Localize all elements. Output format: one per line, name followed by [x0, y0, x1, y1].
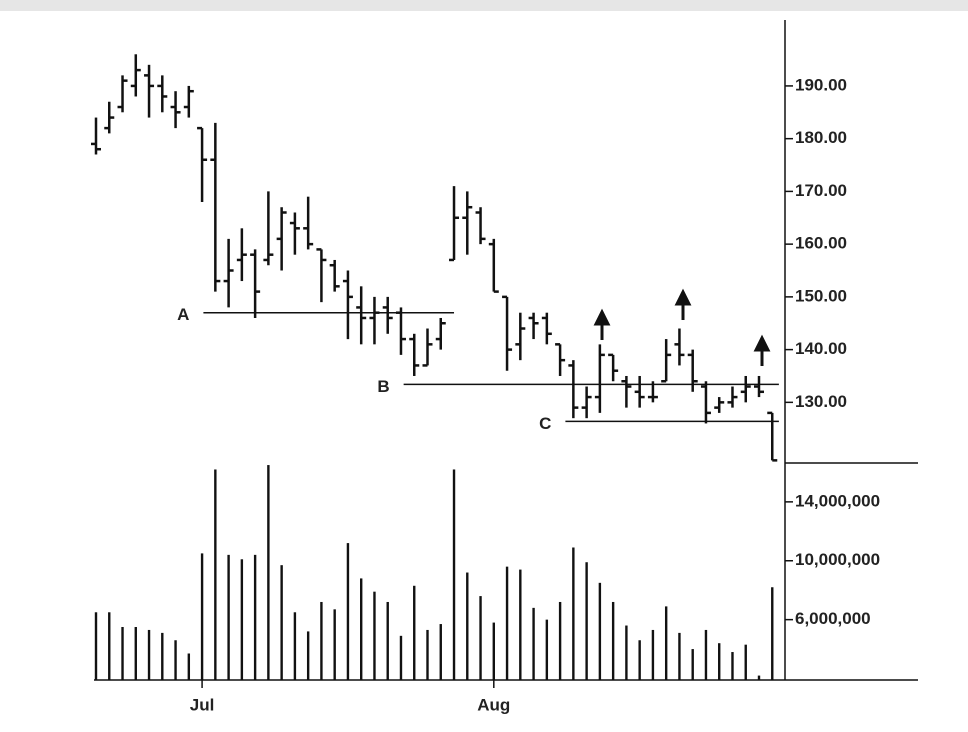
top-strip — [0, 0, 968, 11]
volume-bar — [439, 624, 442, 680]
volume-bar — [253, 554, 257, 680]
volume-bar — [108, 612, 111, 680]
volume-bar — [704, 629, 708, 680]
level-label: C — [539, 414, 551, 433]
y-tick-label: 14,000,000 — [795, 491, 880, 510]
y-tick-label: 130.00 — [795, 392, 847, 411]
volume-bar — [386, 601, 389, 680]
volume-bar — [452, 469, 456, 680]
y-tick-label: 170.00 — [795, 181, 847, 200]
volume-bar — [611, 601, 615, 680]
volume-bar — [625, 625, 628, 680]
volume-bar — [94, 612, 98, 680]
volume-bar — [572, 547, 575, 680]
volume-bar — [121, 627, 124, 680]
arrow — [593, 308, 611, 340]
volume-bar — [373, 591, 376, 680]
volume-bar — [678, 632, 681, 680]
volume-bar — [718, 643, 721, 680]
volume-bar — [333, 609, 336, 680]
volume-bar — [638, 640, 641, 680]
y-tick-label: 190.00 — [795, 75, 847, 94]
volume-bar — [691, 649, 694, 680]
volume-bar — [134, 627, 137, 680]
x-tick-label: Aug — [477, 695, 510, 714]
volume-bar — [744, 644, 747, 680]
volume-bar — [200, 553, 204, 680]
volume-bar — [413, 585, 416, 680]
volume-bar — [598, 582, 602, 680]
volume-bar — [187, 653, 191, 680]
volume-bar — [399, 635, 403, 680]
volume-bar — [240, 559, 244, 680]
volume-bar — [293, 612, 297, 680]
y-tick-label: 140.00 — [795, 339, 847, 358]
volume-bar — [532, 607, 535, 680]
volume-bar — [147, 629, 151, 680]
level-label: B — [377, 377, 389, 396]
volume-bar — [651, 629, 655, 680]
arrow — [753, 334, 771, 366]
level-label: A — [177, 305, 189, 324]
volume-bar — [174, 640, 177, 680]
volume-bar — [466, 572, 469, 680]
y-tick-label: 180.00 — [795, 128, 847, 147]
volume-bar — [558, 601, 562, 680]
volume-bar — [479, 596, 482, 680]
volume-bar — [585, 562, 588, 680]
volume-bar — [346, 543, 350, 680]
volume-bar — [492, 622, 495, 680]
volume-bar — [267, 465, 270, 680]
volume-bar — [214, 469, 217, 680]
y-tick-label: 6,000,000 — [795, 609, 871, 628]
volume-bar — [505, 566, 509, 680]
volume-bar — [757, 675, 761, 680]
x-tick-label: Jul — [190, 695, 215, 714]
volume-bar — [771, 587, 774, 680]
y-tick-label: 160.00 — [795, 234, 847, 253]
volume-bar — [545, 619, 549, 680]
arrow — [674, 288, 692, 320]
y-tick-label: 10,000,000 — [795, 550, 880, 569]
volume-bar — [519, 569, 522, 680]
volume-bar — [280, 565, 283, 680]
volume-bar — [664, 606, 668, 680]
volume-bar — [426, 629, 429, 680]
volume-bar — [320, 601, 323, 680]
volume-bar — [306, 631, 310, 680]
y-tick-label: 150.00 — [795, 286, 847, 305]
volume-bar — [360, 578, 363, 680]
volume-bar — [161, 632, 164, 680]
volume-bar — [731, 652, 734, 680]
volume-bar — [227, 554, 230, 680]
